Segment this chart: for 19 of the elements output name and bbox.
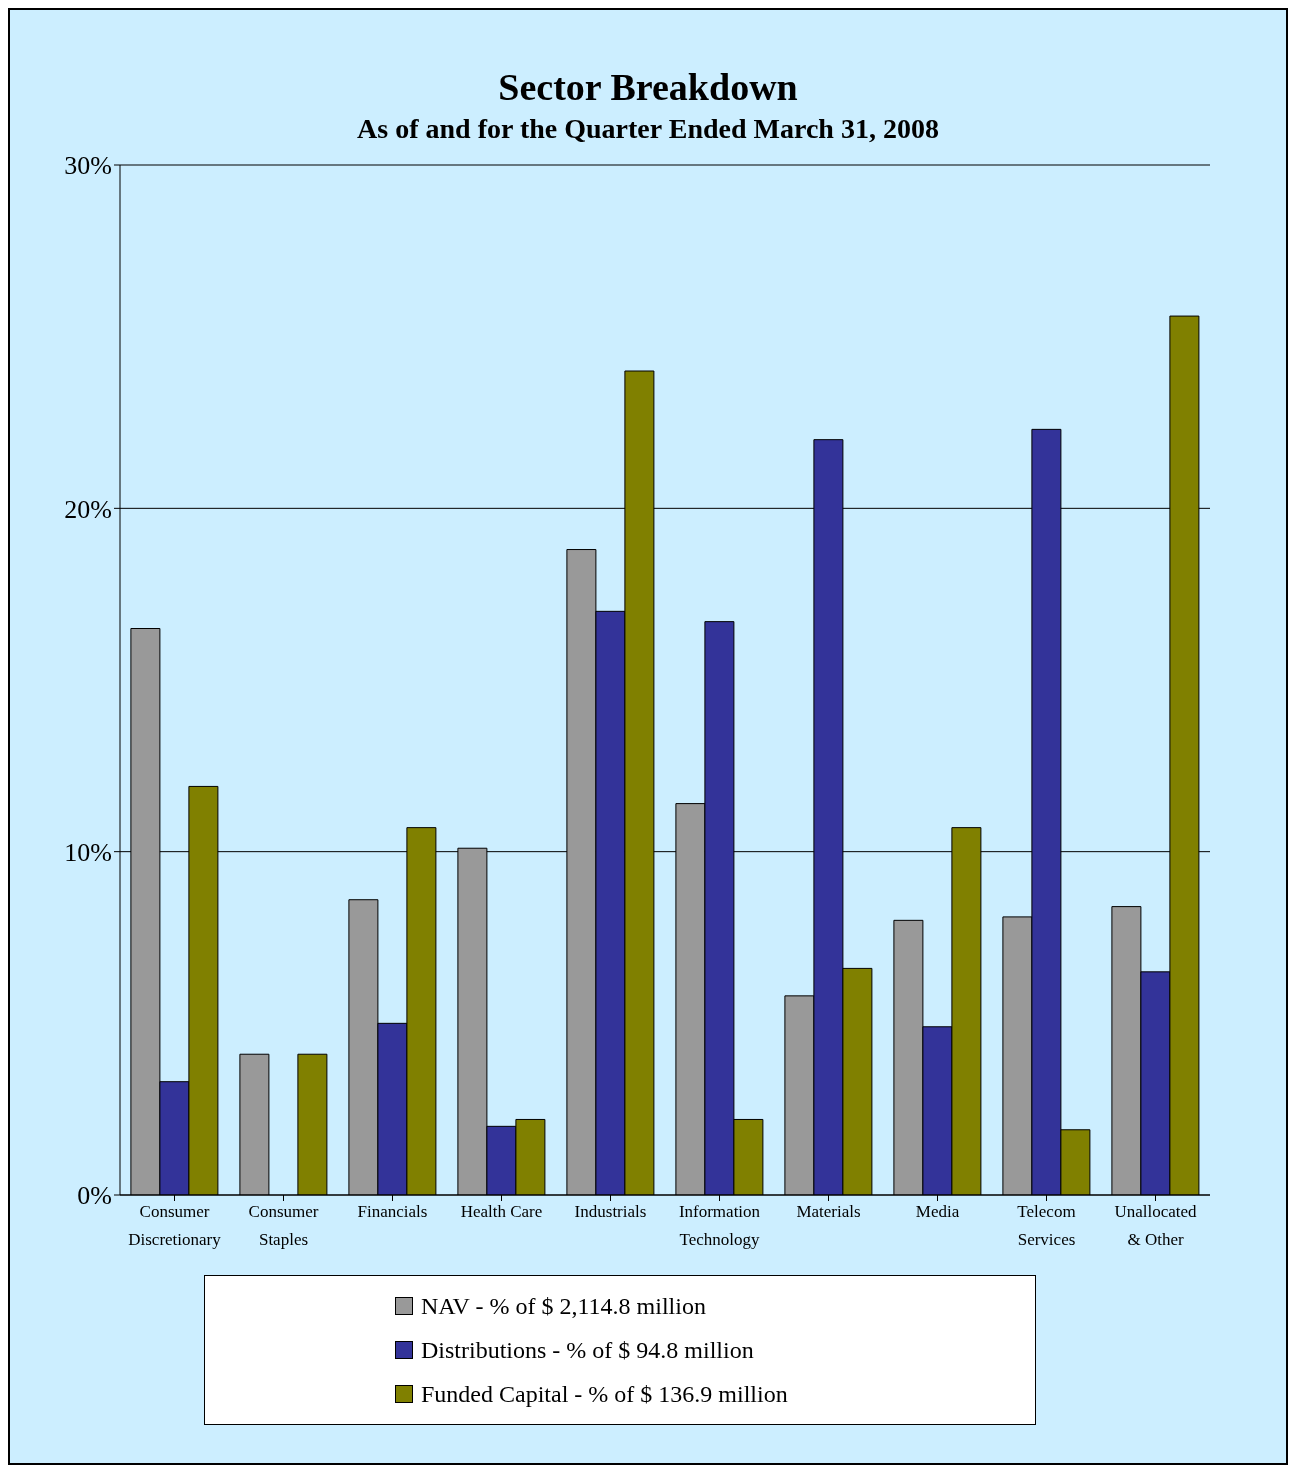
x-tick-label: Industrials — [574, 1202, 647, 1221]
y-tick-label: 10% — [64, 837, 112, 867]
x-tick-label: Media — [915, 1202, 960, 1221]
x-tick-label: Consumer Discretionary — [128, 1202, 222, 1249]
chart-title: Sector Breakdown — [497, 65, 799, 109]
chart-subtitle: As of and for the Quarter Ended March 31, 2008 — [356, 113, 940, 145]
x-tick-label: Unallocated & Other — [1114, 1202, 1198, 1249]
y-tick-label: 30% — [64, 151, 112, 181]
x-tick-label: Information Technology — [678, 1202, 761, 1249]
x-tick-label: Health Care — [460, 1202, 543, 1221]
x-tick-label: Financials — [357, 1202, 428, 1221]
legend-label: NAV - % of $ 2,114.8 million — [421, 1292, 706, 1320]
y-tick-label: 0% — [77, 1181, 112, 1211]
x-tick-label: Telecom Services — [1017, 1202, 1076, 1249]
legend-label: Funded Capital - % of $ 136.9 million — [421, 1380, 788, 1408]
legend-label: Distributions - % of $ 94.8 million — [421, 1336, 754, 1364]
x-tick-label: Materials — [796, 1202, 861, 1221]
y-tick-label: 20% — [64, 494, 112, 524]
x-tick-label: Consumer Staples — [248, 1202, 319, 1249]
